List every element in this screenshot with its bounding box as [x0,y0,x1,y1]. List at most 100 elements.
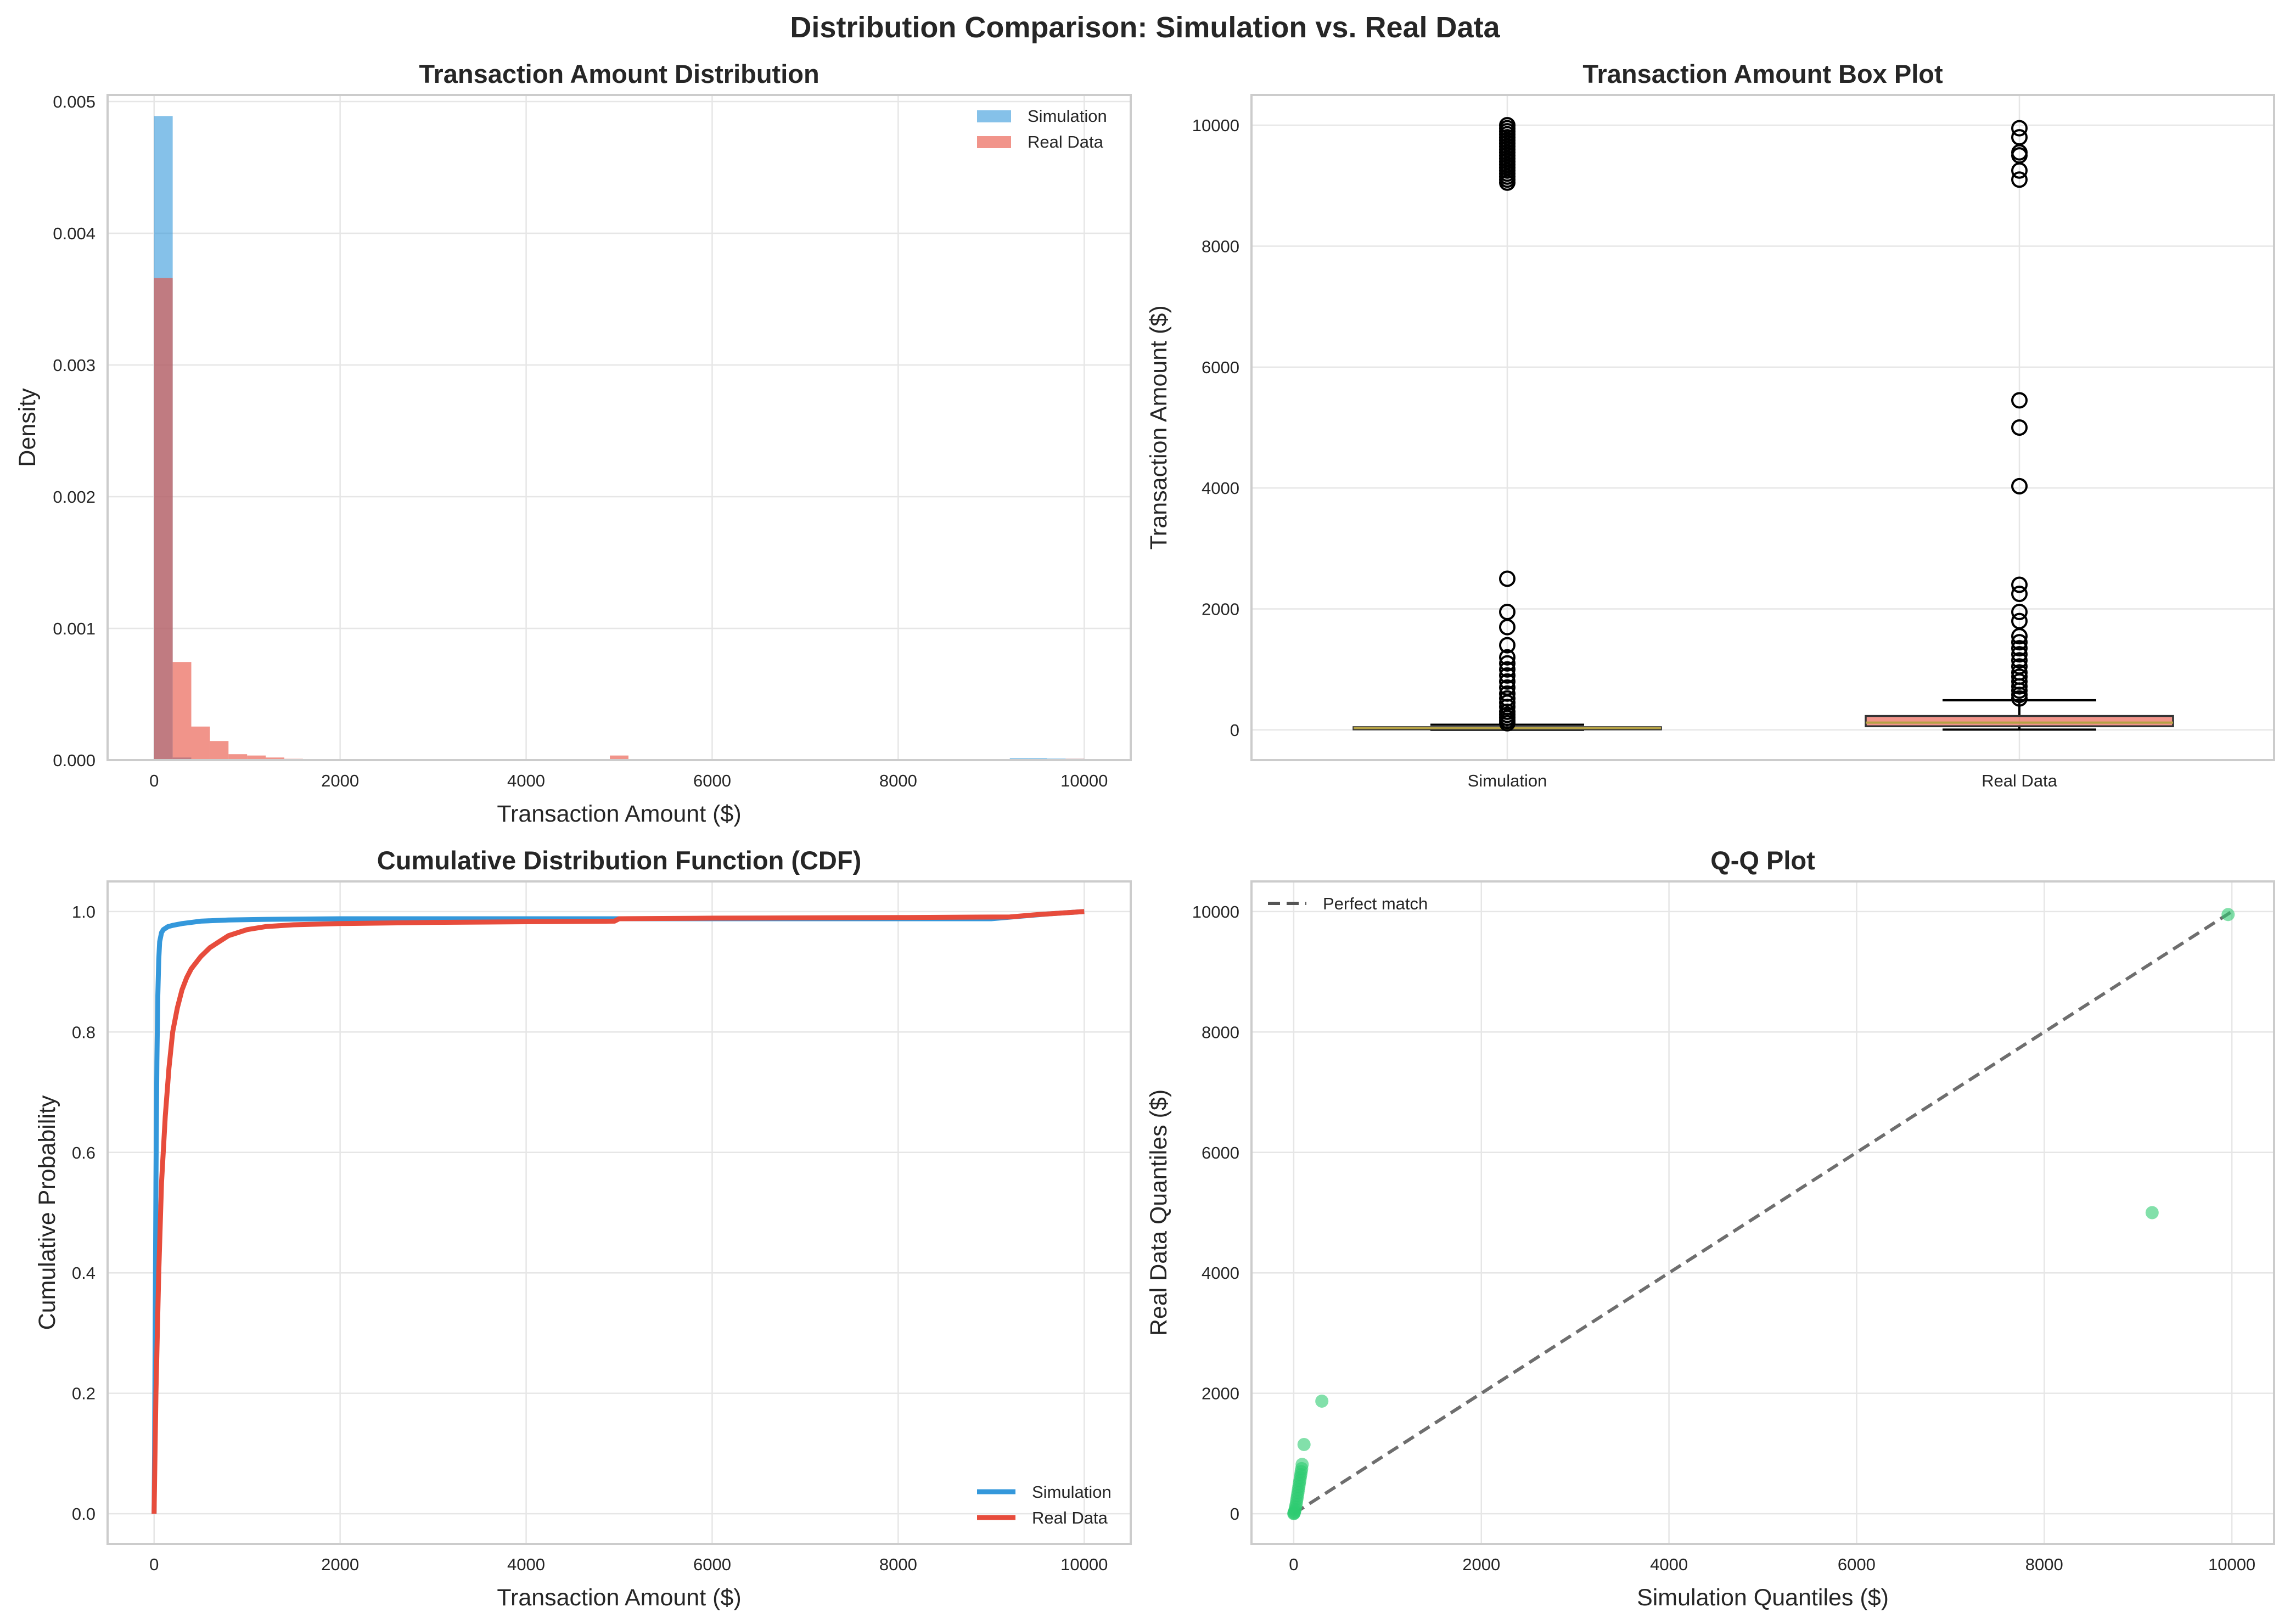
outlier-point [2011,664,2028,681]
y-tick-label: 0 [1230,721,1239,740]
real-data-bar [191,726,210,760]
outlier-point [1499,655,1516,672]
cdf-panel: 0 2000 4000 6000 8000 10000 0.0 0.2 0.4 0.6 0.8 1.0… [34,846,1132,1611]
outlier-point [2011,576,2028,593]
y-tick-label: 10000 [1192,902,1239,921]
y-tick-label: 0 [1230,1504,1239,1524]
y-tick-label: 4000 [1202,1263,1239,1283]
y-tick-label: 0.003 [53,356,96,375]
legend-label-simulation: Simulation [1032,1482,1112,1502]
x-tick-label: 10000 [1060,1555,1108,1574]
outlier-point [1499,637,1516,654]
histogram-panel: 0 2000 4000 6000 8000 10000 0.000 0.001 0.002 0.0… [14,59,1132,827]
real-data-bar [610,755,628,760]
box-plot-panel: 0 2000 4000 6000 8000 10000 Transaction Amount… [1146,59,2275,790]
real-data-bar [154,278,173,761]
y-axis-label: Real Data Quantiles ($) [1146,1089,1172,1336]
outlier-point [2011,634,2028,651]
outlier-point [2011,652,2028,669]
y-tick-label: 0.005 [53,92,96,111]
outlier-point [1499,690,1516,707]
x-tick-label: 6000 [1838,1555,1876,1574]
y-axis-label: Density [14,388,41,467]
y-tick-label: 0.6 [72,1143,96,1162]
y-tick-label: 10000 [1192,116,1239,135]
x-tick-label: 4000 [1650,1555,1688,1574]
panel-title: Transaction Amount Distribution [419,59,819,88]
qq-point [1297,1437,1311,1451]
outlier-point [2011,604,2028,621]
y-tick-label: 6000 [1202,358,1239,377]
plot-frame [1250,94,2275,761]
x-tick-label: 8000 [879,1555,917,1574]
legend-swatch-real-data [977,136,1011,148]
panel-title: Q-Q Plot [1710,846,1815,875]
y-tick-label: 0.002 [53,487,96,507]
outlier-point [1499,649,1516,666]
x-tick-label: 0 [149,771,159,790]
outlier-point [1499,685,1516,702]
plot-area [1251,881,2274,1544]
outlier-point [2011,171,2028,188]
x-tick-label: 6000 [693,1555,731,1574]
qq-point [2221,908,2235,921]
x-tick-label: Real Data [1982,771,2058,790]
outlier-point [1499,673,1516,690]
x-tick-label: Simulation [1468,771,1547,790]
y-tick-label: 0.004 [53,224,96,243]
y-tick-label: 0.4 [72,1263,96,1283]
plot-area [108,95,1131,760]
x-tick-label: 10000 [1060,771,1108,790]
real-data-cdf-line [151,909,1085,1514]
qq-plot-panel: 0 2000 4000 6000 8000 10000 0 2000 4000 6000 8000 1… [1146,846,2275,1611]
outlier-point [2011,129,2028,146]
real-data-bar [266,757,284,760]
legend-label-real-data: Real Data [1028,132,1104,151]
outlier-point [2011,120,2028,137]
plot-area [108,881,1131,1544]
x-tick-label: 6000 [693,771,731,790]
x-tick-label: 4000 [507,771,545,790]
x-tick-label: 8000 [879,771,917,790]
simulation-box [1352,117,1662,732]
x-tick-label: 0 [149,1555,159,1574]
x-tick-label: 4000 [507,1555,545,1574]
y-axis-label: Cumulative Probability [34,1095,60,1330]
real-data-bar [172,662,192,760]
figure-title: Distribution Comparison: Simulation vs. … [790,11,1500,44]
x-tick-label: 0 [1289,1555,1298,1574]
y-tick-label: 6000 [1202,1143,1239,1162]
real-data-bar [247,755,266,760]
legend-label-perfect-match: Perfect match [1323,894,1428,913]
x-axis-label: Transaction Amount ($) [497,1584,741,1611]
x-tick-label: 2000 [321,1555,359,1574]
outlier-point [2011,646,2028,663]
y-tick-label: 0.2 [72,1384,96,1403]
x-axis-label: Simulation Quantiles ($) [1637,1584,1889,1611]
y-tick-label: 2000 [1202,1384,1239,1403]
x-tick-label: 10000 [2208,1555,2255,1574]
y-tick-label: 8000 [1202,1022,1239,1042]
qq-point [1315,1394,1329,1408]
outlier-point [2011,640,2028,657]
legend-swatch-simulation [977,110,1011,122]
y-tick-label: 1.0 [72,902,96,921]
outlier-point [1499,117,1516,134]
qq-point [1295,1458,1309,1471]
outlier-point [1499,604,1516,621]
real-data-bar [228,754,248,760]
iqr-box [1865,715,2174,728]
x-axis-label: Transaction Amount ($) [497,801,741,827]
y-axis-label: Transaction Amount ($) [1146,305,1172,549]
y-tick-label: 0.000 [53,751,96,770]
y-tick-label: 8000 [1202,237,1239,256]
y-tick-label: 0.8 [72,1022,96,1042]
outlier-point [2011,668,2028,685]
y-tick-label: 4000 [1202,479,1239,498]
plot-frame [106,94,1132,761]
outlier-point [2011,586,2028,602]
qq-point [2145,1206,2159,1220]
outlier-point [1499,570,1516,587]
real-data-box [1865,120,2174,731]
